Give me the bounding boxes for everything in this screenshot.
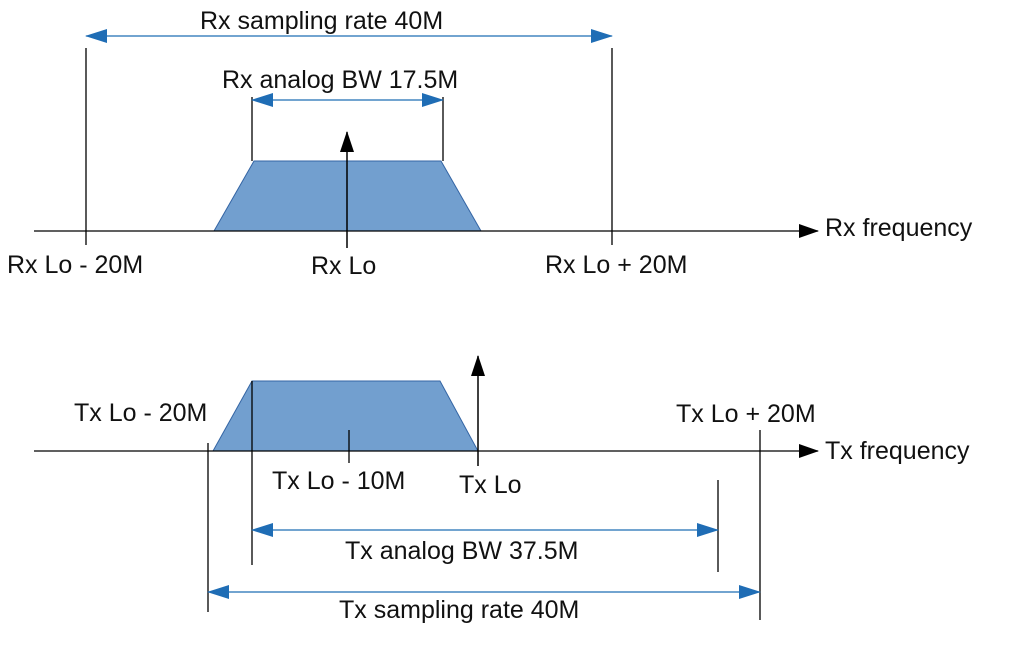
tx-lo-plus-label: Tx Lo + 20M xyxy=(676,400,816,428)
rx-lo-plus-label: Rx Lo + 20M xyxy=(545,251,687,279)
rx-lo-minus-label: Rx Lo - 20M xyxy=(7,251,143,279)
tx-lo-minus10-label: Tx Lo - 10M xyxy=(272,467,405,495)
rx-sampling-label: Rx sampling rate 40M xyxy=(200,7,443,35)
tx-bw-label: Tx analog BW 37.5M xyxy=(345,537,578,565)
tx-band xyxy=(212,380,479,452)
rx-lo-arrowhead-icon xyxy=(340,131,354,152)
rx-bw-label: Rx analog BW 17.5M xyxy=(222,66,458,94)
tx-lo-label: Tx Lo xyxy=(459,471,522,499)
tx-lo-arrowhead-icon xyxy=(471,355,485,376)
rx-lo-label: Rx Lo xyxy=(311,252,376,280)
rx-diagram: Rx sampling rate 40M Rx analog BW 17.5M … xyxy=(7,7,973,280)
tx-axis-label: Tx frequency xyxy=(825,437,970,465)
tx-sampling-label: Tx sampling rate 40M xyxy=(339,596,579,624)
tx-diagram: Tx Lo - 20M Tx Lo + 20M Tx frequency Tx … xyxy=(34,355,970,624)
tx-lo-minus-label: Tx Lo - 20M xyxy=(74,399,207,427)
rx-axis-label: Rx frequency xyxy=(825,214,973,242)
